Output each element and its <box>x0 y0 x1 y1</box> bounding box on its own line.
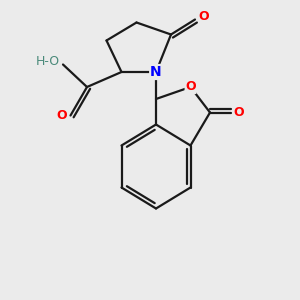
Text: N: N <box>150 65 162 79</box>
Text: O: O <box>56 109 67 122</box>
Text: O: O <box>233 106 244 119</box>
Text: H-O: H-O <box>36 55 60 68</box>
Text: O: O <box>199 10 209 23</box>
Text: O: O <box>185 80 196 94</box>
